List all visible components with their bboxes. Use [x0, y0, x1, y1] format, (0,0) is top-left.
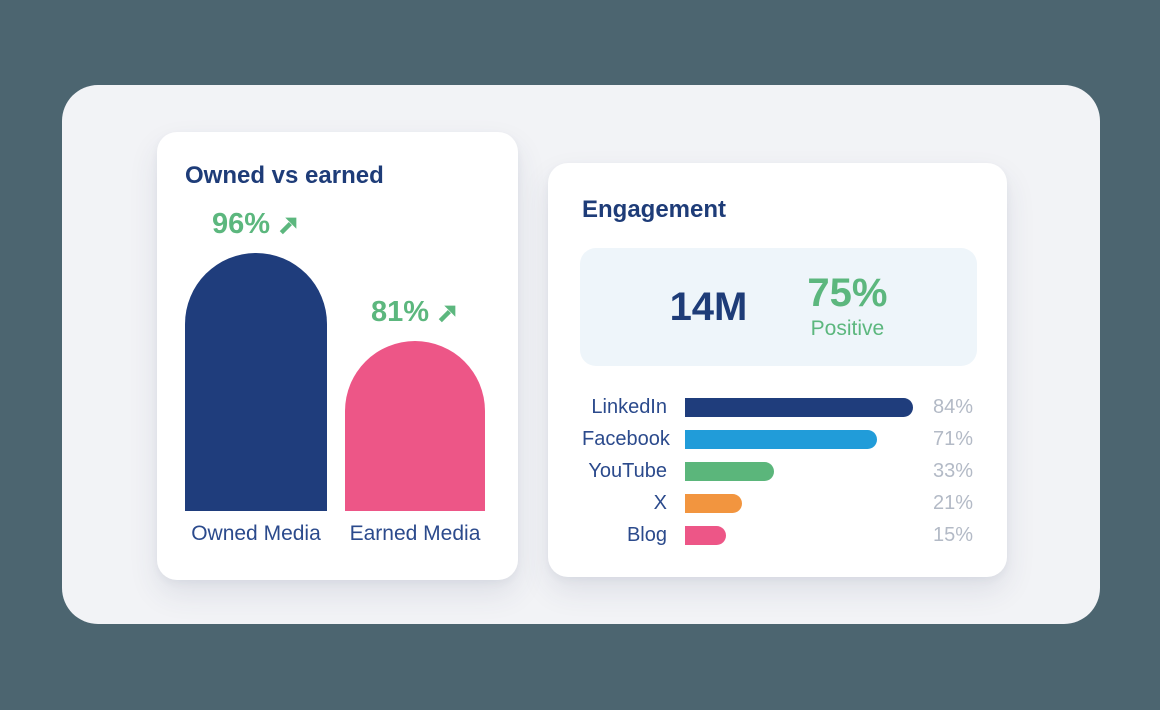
- platform-bar-track: [685, 461, 956, 481]
- platform-row: LinkedIn 84%: [582, 391, 973, 423]
- platform-bar-track: [685, 493, 956, 513]
- owned-vs-earned-chart: 96% 81%: [185, 208, 485, 511]
- platform-bar-track: [685, 429, 956, 449]
- earned-media-column: 81%: [345, 296, 485, 511]
- platform-value: 71%: [932, 428, 973, 450]
- platform-value: 33%: [932, 460, 973, 482]
- earned-media-bar: [345, 341, 485, 511]
- platform-label: YouTube: [588, 459, 667, 482]
- platform-label: Facebook: [582, 427, 670, 450]
- owned-media-column: 96%: [185, 208, 327, 511]
- platform-value: 21%: [932, 492, 973, 514]
- earned-media-trend-value: 81%: [370, 296, 430, 329]
- platform-bar-track: [685, 397, 956, 417]
- platform-bar: [685, 493, 742, 513]
- earned-media-label: Earned Media: [349, 522, 481, 545]
- platform-row: Facebook 71%: [582, 423, 973, 455]
- platform-row: X 21%: [582, 487, 973, 519]
- owned-vs-earned-title: Owned vs earned: [185, 162, 384, 189]
- platform-row: YouTube 33%: [582, 455, 973, 487]
- trend-up-icon: [438, 305, 456, 322]
- platform-bar-track: [685, 525, 956, 545]
- platform-bar: [685, 397, 913, 417]
- engagement-title: Engagement: [582, 196, 727, 223]
- platform-value: 84%: [932, 396, 973, 418]
- earned-media-trend: 81%: [370, 296, 459, 329]
- platform-label: X: [653, 491, 667, 514]
- positive-label: Positive: [810, 317, 885, 340]
- trend-up-icon: [279, 217, 297, 234]
- engagement-card: Engagement 14M 75% Positive LinkedIn 84%: [548, 163, 1007, 577]
- owned-vs-earned-card: Owned vs earned 96% 81%: [157, 132, 518, 580]
- platform-row: Blog 15%: [582, 519, 973, 551]
- platform-bar: [685, 525, 726, 545]
- owned-media-label: Owned Media: [191, 522, 321, 545]
- dashboard-panel: Owned vs earned 96% 81%: [62, 85, 1100, 624]
- engagement-summary-panel: 14M 75% Positive: [580, 248, 977, 366]
- owned-media-trend-value: 96%: [211, 208, 271, 241]
- positive-percentage: 75%: [807, 271, 888, 315]
- owned-media-bar: [185, 253, 327, 511]
- platform-label: LinkedIn: [591, 395, 667, 418]
- platform-value: 15%: [932, 524, 973, 546]
- positive-sentiment-block: 75% Positive: [807, 273, 887, 341]
- platform-label: Blog: [626, 523, 667, 546]
- platform-engagement-list: LinkedIn 84% Facebook 71% YouTube: [582, 391, 973, 551]
- owned-vs-earned-axis-labels: Owned Media Earned Media: [185, 521, 485, 547]
- platform-bar: [685, 461, 775, 481]
- platform-bar: [685, 429, 878, 449]
- total-engagement-value: 14M: [669, 284, 748, 329]
- owned-media-trend: 96%: [211, 208, 300, 241]
